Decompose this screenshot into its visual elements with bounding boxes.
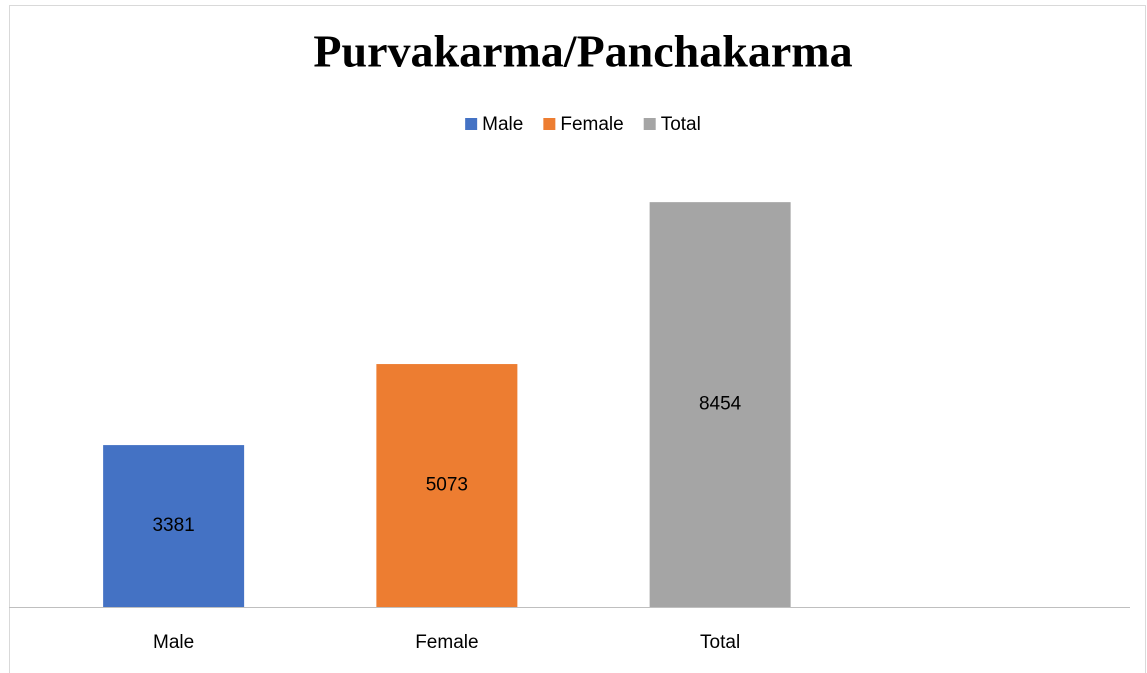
- data-label: 5073: [426, 475, 468, 496]
- legend-label: Total: [661, 114, 701, 135]
- chart-title: Purvakarma/Panchakarma: [313, 26, 852, 77]
- chart-frame: [9, 5, 1146, 673]
- bar: [376, 364, 518, 607]
- data-label: 8454: [699, 394, 742, 415]
- legend-swatch: [643, 118, 656, 130]
- legend-swatch: [465, 118, 478, 130]
- bar: [649, 202, 791, 607]
- legend-label: Male: [482, 114, 523, 135]
- bar: [103, 445, 245, 607]
- x-tick-label: Female: [415, 632, 478, 653]
- legend-swatch: [543, 118, 556, 130]
- x-tick-label: Total: [700, 632, 740, 653]
- legend: Male Female Total: [465, 114, 701, 135]
- legend-label: Female: [560, 114, 623, 135]
- x-tick-label: Male: [153, 632, 194, 653]
- data-label: 3381: [152, 515, 194, 536]
